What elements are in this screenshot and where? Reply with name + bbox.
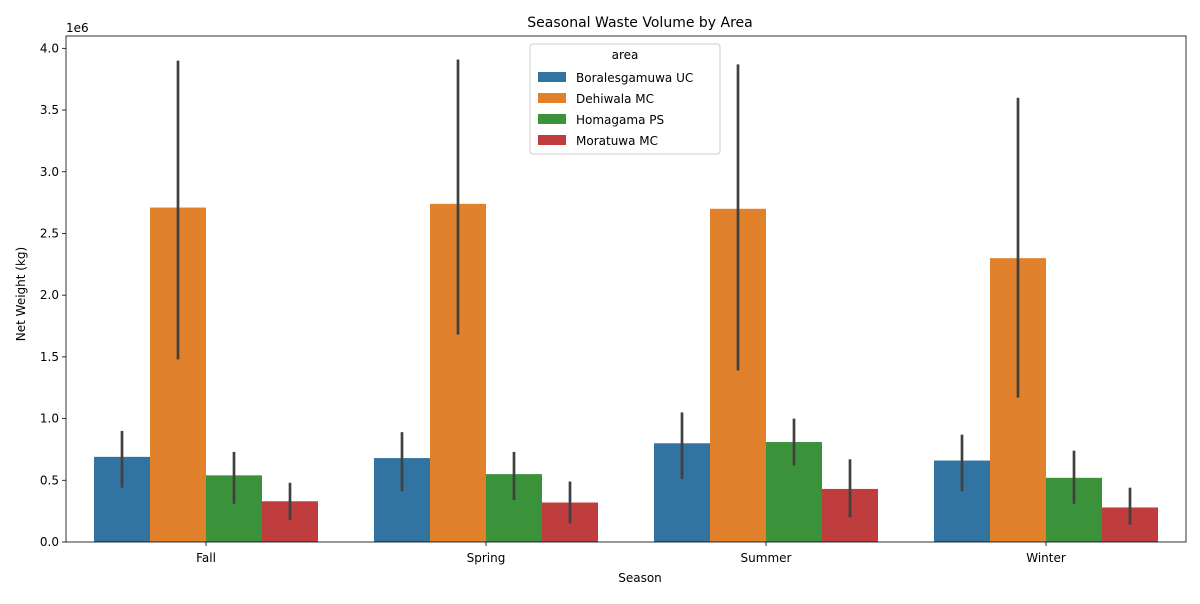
y-axis-offset-text: 1e6	[66, 21, 89, 35]
legend-entry-label: Moratuwa MC	[576, 134, 658, 148]
legend-swatch	[538, 135, 566, 145]
legend: area Boralesgamuwa UC Dehiwala MC Homagama …	[529, 43, 721, 155]
y-tick-label: 0.0	[40, 535, 59, 549]
y-axis-label: Net Weight (kg)	[14, 247, 28, 341]
y-tick-label: 1.0	[40, 412, 59, 426]
y-tick-label: 2.5	[40, 226, 59, 240]
legend-swatch	[538, 93, 566, 103]
x-tick-label: Summer	[741, 551, 792, 565]
y-tick-label: 1.5	[40, 350, 59, 364]
legend-swatch	[538, 72, 566, 82]
y-tick-label: 3.0	[40, 165, 59, 179]
legend-entry-label: Homagama PS	[576, 113, 664, 127]
plot-area	[94, 59, 1158, 543]
y-tick-label: 4.0	[40, 41, 59, 55]
x-tick-label: Winter	[1026, 551, 1066, 565]
x-tick-label: Fall	[196, 551, 216, 565]
legend-entry-label: Dehiwala MC	[576, 92, 654, 106]
x-axis-label: Season	[618, 571, 662, 585]
chart-title: Seasonal Waste Volume by Area	[527, 15, 752, 31]
axes: 0.0 0.5 1.0 1.5 2.0 2.5 3.0 3.5 4.0 Fall Spring Sum…	[40, 35, 1187, 565]
axes-frame	[65, 35, 1187, 543]
legend-entry-label: Boralesgamuwa UC	[576, 71, 693, 85]
legend-box	[529, 43, 721, 155]
legend-swatch	[538, 114, 566, 124]
y-tick-label: 2.0	[40, 288, 59, 302]
legend-title: area	[612, 48, 639, 62]
y-tick-label: 3.5	[40, 103, 59, 117]
x-tick-label: Spring	[467, 551, 506, 565]
y-tick-label: 0.5	[40, 473, 59, 487]
